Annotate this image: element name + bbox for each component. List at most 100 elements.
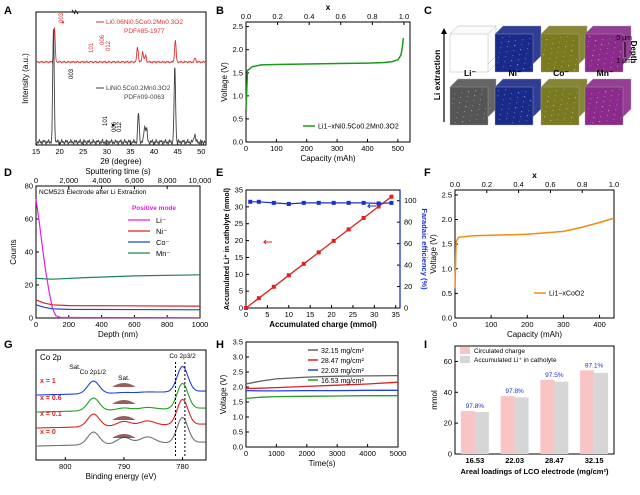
sims-cube-speckle — [546, 39, 548, 41]
sims-cube-speckle — [455, 122, 457, 124]
sims-cube-speckle — [576, 59, 578, 61]
sims-cube-speckle — [557, 52, 559, 54]
sims-element-label: Mn⁻ — [597, 68, 614, 78]
sims-cube-speckle — [503, 66, 505, 68]
accumulation-y-axis-label: 10 — [235, 270, 243, 279]
accumulation-y-axis-label: 25 — [235, 219, 243, 228]
bar-y-axis-label: 40 — [444, 388, 452, 397]
sims-cube-speckle — [551, 115, 553, 117]
sims-cube-speckle — [598, 59, 600, 61]
sims-cube-speckle — [572, 112, 574, 114]
sims-cube-speckle — [498, 90, 500, 92]
sims-cube-speckle — [590, 65, 592, 67]
accumulation-x-axis-label: 0 — [244, 310, 248, 319]
sims-cube-speckle — [618, 94, 620, 96]
capacity-f-top-axis-label: 0.6 — [545, 180, 555, 189]
sims-cube-speckle — [565, 113, 567, 115]
efficiency-point — [346, 200, 351, 205]
accumulation-x-axis-label: 30 — [370, 310, 378, 319]
sims-cube-speckle — [522, 106, 524, 108]
xps-peak-label: Co 2p3/2 — [169, 353, 196, 360]
sims-cube-speckle — [550, 120, 552, 122]
sims-depth-label: Depth — [629, 41, 638, 64]
sims-cube-speckle — [547, 101, 549, 103]
sims-cube-speckle — [611, 62, 613, 64]
sims-cube-speckle — [518, 92, 520, 94]
depth-x-axis-label: 400 — [95, 320, 108, 329]
sims-cube-speckle — [470, 115, 472, 117]
sims-cube-speckle — [467, 96, 469, 98]
xrd-diamond-marker: ♦ — [61, 20, 64, 26]
accumulation-point — [286, 273, 291, 278]
xrd-peak-label: 003 — [69, 68, 75, 79]
axis-break-icon — [71, 9, 79, 15]
voltage-time-legend-label: 16.53 mg/cm² — [321, 378, 364, 385]
depth-top-axis-label: 4,000 — [92, 176, 111, 185]
accumulation-point — [331, 238, 336, 243]
sims-cube-speckle — [596, 69, 598, 71]
sims-cube-speckle — [593, 117, 595, 119]
sims-cube-speckle — [611, 95, 613, 97]
sims-cube-speckle — [508, 41, 510, 43]
depth-x-axis-label: 600 — [128, 320, 141, 329]
sims-cube-face — [540, 33, 580, 73]
voltage-time-x-axis-label: 3000 — [329, 449, 346, 458]
sims-cube-speckle — [544, 116, 546, 118]
sims-cube-speckle — [547, 68, 549, 70]
sims-cube-speckle — [527, 115, 529, 117]
sims-cube-speckle — [615, 42, 617, 44]
bar-category-label: 32.15 — [585, 456, 604, 465]
sims-cube-speckle — [463, 116, 465, 118]
capacity-b-x-axis-label: 500 — [392, 144, 405, 153]
sims-cube-speckle — [453, 98, 455, 100]
sims-cube-speckle — [590, 98, 592, 100]
capacity-f-top-axis-label: 0.0 — [450, 180, 460, 189]
sims-cube-speckle — [595, 107, 597, 109]
xps-series-label: x = 1 — [40, 378, 56, 385]
sims-depth-tick: 1 μm — [616, 58, 632, 65]
sims-cube-speckle — [613, 52, 615, 54]
bar-data-label: 97.5% — [545, 372, 564, 379]
sims-cube-speckle — [485, 108, 487, 110]
sims-cube-speckle — [599, 121, 601, 123]
efficiency-point — [286, 201, 291, 206]
sims-cube-speckle — [505, 56, 507, 58]
depth-x-axis-title: Depth (nm) — [98, 330, 138, 339]
accumulation-point — [346, 227, 351, 232]
sims-cube-speckle — [507, 46, 509, 48]
sims-cube-speckle — [475, 90, 477, 92]
sims-cube-speckle — [619, 89, 621, 91]
depth-top-axis-label: 10,000 — [189, 176, 212, 185]
sims-cube-speckle — [603, 68, 605, 70]
sims-cube-speckle — [524, 96, 526, 98]
xrd-series-ref: PDF#85-1977 — [124, 28, 165, 35]
sims-cube — [584, 25, 632, 73]
sims-cube-speckle — [616, 104, 618, 106]
sims-cube-speckle — [594, 112, 596, 114]
voltage-time-legend-label: 32.15 mg/cm² — [321, 348, 364, 355]
sims-cube-speckle — [506, 51, 508, 53]
bar-y-axis-title: mmol — [430, 390, 439, 410]
sims-cube-speckle — [530, 100, 532, 102]
bar-legend-swatch — [460, 356, 470, 363]
depth-x-axis-label: 800 — [161, 320, 174, 329]
capacity-b-top-axis-label: 1.0 — [399, 12, 409, 21]
capacity-f-y-axis-label: 2.0 — [442, 215, 452, 224]
sims-cube-speckle — [592, 55, 594, 57]
sims-cube-speckle — [520, 49, 522, 51]
sims-cube-speckle — [587, 113, 589, 115]
sims-cube-speckle — [566, 41, 568, 43]
xps-plot-frame — [35, 349, 207, 461]
sims-cube-speckle — [589, 36, 591, 38]
sims-cube-speckle — [604, 96, 606, 98]
sims-cube-face — [494, 86, 534, 126]
panel-label-f: F — [424, 167, 431, 179]
bar — [540, 379, 555, 454]
sims-cube-speckle — [599, 121, 601, 123]
sims-cube-speckle — [564, 118, 566, 120]
sims-cube-speckle — [551, 48, 553, 50]
depth-legend-title: Positive mode — [132, 205, 176, 212]
sims-cube-speckle — [610, 100, 612, 102]
sims-cube-speckle — [483, 118, 485, 120]
